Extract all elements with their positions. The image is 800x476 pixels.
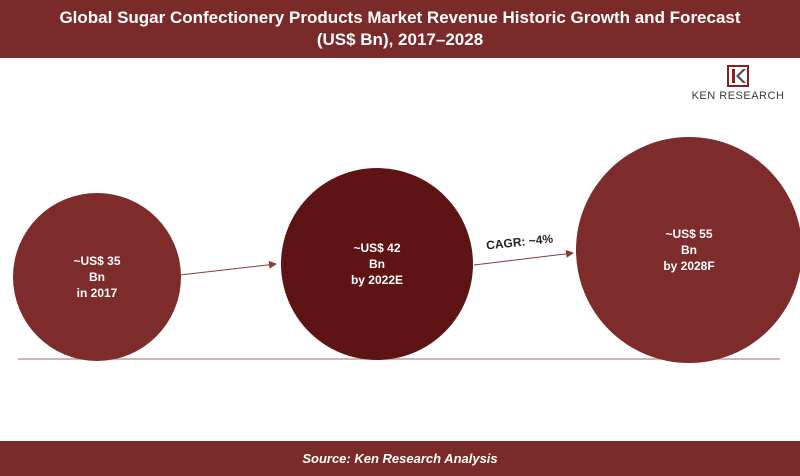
bubble-label-2022E-line-1: ~US$ 42 [353, 241, 400, 255]
bubble-2022E [281, 168, 473, 360]
bubble-label-2028F-line-3: by 2028F [663, 259, 714, 273]
chart-title-line-1: Global Sugar Confectionery Products Mark… [59, 8, 741, 27]
bubbles-group: ~US$ 35 Bn in 2017 ~US$ 42 Bn by 2022E ~US$ 55… [13, 137, 800, 363]
chart-title-line-2: (US$ Bn), 2017–2028 [316, 30, 484, 49]
ken-research-logo-icon [727, 65, 749, 87]
bubble-label-2028F-line-2: Bn [681, 243, 697, 257]
bubble-label-2022E-line-3: by 2022E [351, 273, 403, 287]
growth-arrow-2 [473, 249, 574, 266]
growth-arrow-1 [179, 260, 277, 276]
ken-research-logo: KEN RESEARCH [682, 64, 794, 104]
bubble-label-2028F-line-1: ~US$ 55 [665, 227, 712, 241]
source-text: Source: Ken Research Analysis [302, 451, 498, 466]
chart-title-banner: Global Sugar Confectionery Products Mark… [0, 0, 800, 58]
bubble-label-2017-line-3: in 2017 [77, 286, 118, 300]
bubble-label-2022E-line-2: Bn [369, 257, 385, 271]
bubble-2028F [576, 137, 800, 363]
bubble-label-2017-line-2: Bn [89, 270, 105, 284]
bubble-2017 [13, 193, 181, 361]
source-footer: Source: Ken Research Analysis [0, 441, 800, 476]
bubble-label-2017-line-1: ~US$ 35 [73, 254, 120, 268]
logo-text: KEN RESEARCH [691, 90, 785, 102]
cagr-annotation: CAGR: ~4% [486, 232, 554, 253]
